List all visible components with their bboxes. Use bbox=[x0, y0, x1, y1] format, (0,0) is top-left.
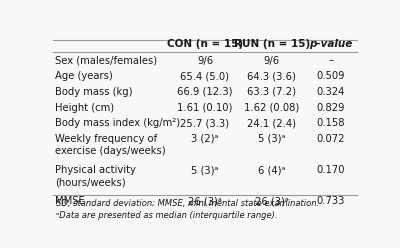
Text: 0.072: 0.072 bbox=[316, 134, 345, 144]
Text: Age (years): Age (years) bbox=[55, 71, 112, 81]
Text: 66.9 (12.3): 66.9 (12.3) bbox=[177, 87, 233, 97]
Text: 9/6: 9/6 bbox=[197, 56, 213, 65]
Text: ᵃData are presented as median (interquartile range).: ᵃData are presented as median (interquar… bbox=[56, 211, 278, 219]
Text: Sex (males/females): Sex (males/females) bbox=[55, 56, 157, 65]
Text: RUN (n = 15): RUN (n = 15) bbox=[234, 39, 310, 49]
Text: 26 (3)ᵃ: 26 (3)ᵃ bbox=[188, 196, 222, 207]
Text: Weekly frequency of
exercise (days/weeks): Weekly frequency of exercise (days/weeks… bbox=[55, 134, 165, 156]
Text: 0.170: 0.170 bbox=[316, 165, 345, 175]
Text: 65.4 (5.0): 65.4 (5.0) bbox=[180, 71, 230, 81]
Text: 0.509: 0.509 bbox=[316, 71, 345, 81]
Text: 0.158: 0.158 bbox=[316, 118, 345, 128]
Text: MMSE: MMSE bbox=[55, 196, 84, 207]
Text: 5 (3)ᵃ: 5 (3)ᵃ bbox=[191, 165, 219, 175]
Text: 26 (3)ᵃ: 26 (3)ᵃ bbox=[255, 196, 288, 207]
Text: Height (cm): Height (cm) bbox=[55, 102, 114, 113]
Text: SD, standard deviation; MMSE, mini mental state examination.: SD, standard deviation; MMSE, mini menta… bbox=[56, 199, 319, 208]
Text: 0.829: 0.829 bbox=[316, 102, 345, 113]
Text: 0.324: 0.324 bbox=[316, 87, 345, 97]
Text: 64.3 (3.6): 64.3 (3.6) bbox=[247, 71, 296, 81]
Text: CON (n = 15): CON (n = 15) bbox=[167, 39, 243, 49]
Text: –: – bbox=[328, 56, 333, 65]
Text: 6 (4)ᵃ: 6 (4)ᵃ bbox=[258, 165, 285, 175]
Text: Body mass (kg): Body mass (kg) bbox=[55, 87, 132, 97]
Text: 5 (3)ᵃ: 5 (3)ᵃ bbox=[258, 134, 285, 144]
Text: 1.61 (0.10): 1.61 (0.10) bbox=[177, 102, 233, 113]
Text: 0.733: 0.733 bbox=[316, 196, 345, 207]
Text: 24.1 (2.4): 24.1 (2.4) bbox=[247, 118, 296, 128]
Text: 63.3 (7.2): 63.3 (7.2) bbox=[247, 87, 296, 97]
Text: p-value: p-value bbox=[309, 39, 352, 49]
Text: 25.7 (3.3): 25.7 (3.3) bbox=[180, 118, 230, 128]
Text: 9/6: 9/6 bbox=[264, 56, 280, 65]
Text: Body mass index (kg/m²): Body mass index (kg/m²) bbox=[55, 118, 180, 128]
Text: 3 (2)ᵃ: 3 (2)ᵃ bbox=[191, 134, 219, 144]
Text: Physical activity
(hours/weeks): Physical activity (hours/weeks) bbox=[55, 165, 136, 187]
Text: 1.62 (0.08): 1.62 (0.08) bbox=[244, 102, 299, 113]
